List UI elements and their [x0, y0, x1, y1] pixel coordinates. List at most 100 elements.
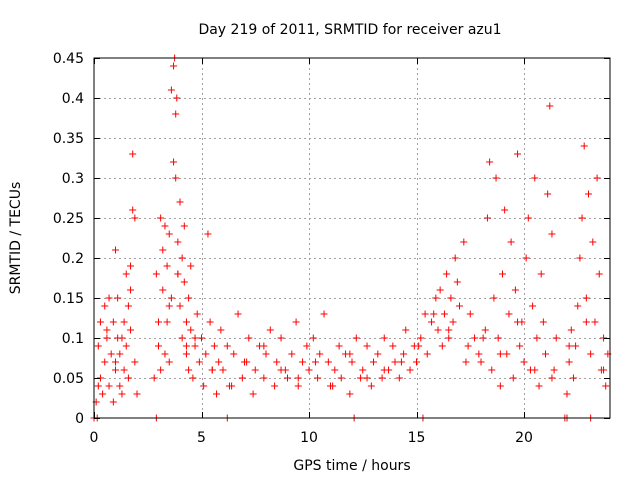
data-point: [311, 358, 319, 366]
data-point: [94, 382, 102, 390]
data-point: [284, 374, 291, 382]
data-point: [494, 334, 502, 342]
data-point: [157, 366, 165, 374]
data-point: [105, 382, 113, 390]
data-point: [299, 358, 307, 366]
data-point: [124, 302, 132, 310]
data-point: [316, 350, 324, 358]
data-point: [109, 398, 117, 406]
data-point: [155, 318, 162, 326]
data-point: [471, 334, 479, 342]
data-point: [509, 374, 517, 382]
data-point: [524, 214, 532, 222]
data-point: [453, 278, 461, 286]
data-point: [522, 254, 530, 262]
data-point: [389, 342, 397, 350]
data-point: [305, 366, 313, 374]
data-point: [127, 262, 135, 270]
data-point: [496, 350, 504, 358]
data-point: [122, 270, 130, 278]
data-point: [331, 366, 339, 374]
data-point: [380, 334, 388, 342]
x-tick-label: 20: [515, 430, 533, 446]
data-point: [116, 350, 124, 358]
data-point: [159, 246, 167, 254]
data-point: [602, 382, 610, 390]
data-point: [582, 318, 590, 326]
y-tick-label: 0.15: [53, 291, 84, 307]
data-point: [294, 374, 302, 382]
data-point: [167, 294, 175, 302]
data-point: [582, 294, 590, 302]
data-point: [464, 342, 472, 350]
data-point: [352, 334, 360, 342]
data-point: [133, 390, 141, 398]
data-point: [193, 310, 201, 318]
data-point: [397, 358, 405, 366]
data-point: [400, 350, 408, 358]
data-point: [234, 310, 242, 318]
y-tick-label: 0.25: [53, 211, 84, 227]
data-point: [185, 294, 193, 302]
data-point: [477, 358, 485, 366]
data-point: [565, 342, 573, 350]
y-axis-label: SRMTID / TECUs: [8, 182, 24, 295]
data-point: [348, 358, 356, 366]
data-point: [490, 294, 498, 302]
data-point: [548, 230, 556, 238]
data-point: [180, 278, 188, 286]
data-point: [445, 326, 453, 334]
data-point: [569, 374, 577, 382]
x-tick-label: 10: [300, 430, 318, 446]
data-point: [163, 318, 171, 326]
data-point: [245, 334, 253, 342]
data-point: [374, 350, 382, 358]
data-point: [150, 374, 158, 382]
data-point: [565, 358, 573, 366]
data-point: [213, 390, 221, 398]
y-tick-label: 0.35: [53, 131, 84, 147]
data-point: [189, 374, 197, 382]
data-point: [436, 286, 444, 294]
data-point: [107, 350, 115, 358]
data-point: [589, 238, 597, 246]
data-point: [129, 206, 137, 214]
data-point: [161, 222, 169, 230]
data-point: [120, 366, 128, 374]
data-point: [567, 326, 575, 334]
data-point: [217, 326, 225, 334]
data-point: [440, 310, 448, 318]
data-point: [182, 318, 190, 326]
data-point: [417, 334, 425, 342]
data-point: [277, 334, 285, 342]
data-point: [112, 366, 119, 374]
data-point: [157, 214, 165, 222]
data-point: [118, 390, 126, 398]
data-point: [537, 270, 545, 278]
data-point: [413, 358, 420, 366]
data-point: [122, 342, 130, 350]
data-point: [335, 342, 343, 350]
data-point: [173, 94, 181, 102]
data-point: [262, 350, 270, 358]
data-point: [225, 382, 233, 390]
data-point: [202, 350, 210, 358]
x-tick-label: 5: [197, 430, 206, 446]
data-point: [131, 358, 139, 366]
data-point: [591, 318, 599, 326]
data-point: [451, 254, 459, 262]
data-point: [438, 342, 446, 350]
data-point: [456, 302, 463, 310]
data-point: [483, 214, 491, 222]
data-point: [271, 382, 279, 390]
data-point: [370, 358, 377, 366]
data-point: [103, 326, 111, 334]
data-point: [172, 110, 180, 118]
data-point: [415, 342, 423, 350]
data-point: [96, 318, 104, 326]
data-point: [593, 174, 601, 182]
data-point: [346, 350, 354, 358]
data-point: [206, 318, 214, 326]
data-point: [170, 62, 178, 70]
